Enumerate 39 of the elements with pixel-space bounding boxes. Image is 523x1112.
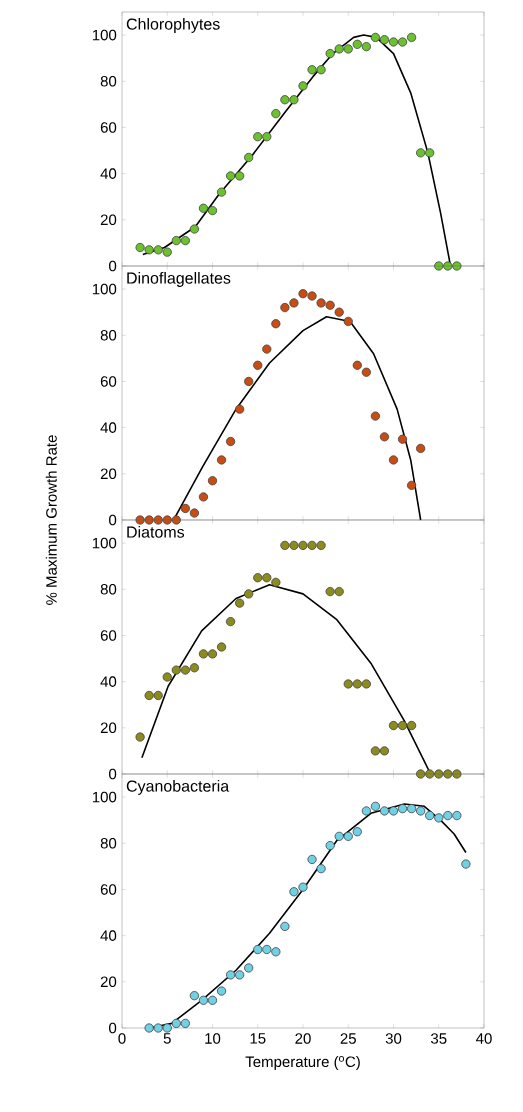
chart-title: Diatoms — [127, 526, 185, 538]
y-tick-label: 60 — [100, 884, 117, 895]
y-tick-label: 20 — [100, 976, 117, 988]
y-tick-label: 20 — [100, 468, 117, 480]
x-tick-label: 25 — [340, 1033, 356, 1044]
y-tick-label: 40 — [100, 930, 117, 941]
y-tick-label: 60 — [100, 376, 117, 387]
x-tick-label: 20 — [295, 1033, 311, 1044]
x-tick-label: 15 — [250, 1033, 266, 1044]
y-tick-label: 20 — [100, 214, 117, 226]
y-tick-label: 80 — [100, 837, 117, 849]
y-tick-label: 40 — [100, 168, 117, 179]
y-tick-label: 80 — [100, 583, 117, 595]
y-axis-title: % Maximum Growth Rate — [45, 435, 57, 605]
x-tick-label: 30 — [385, 1033, 402, 1044]
y-tick-label: 0 — [109, 260, 117, 272]
chart-title: Cyanobacteria — [126, 780, 230, 795]
y-tick-label: 80 — [100, 329, 117, 341]
y-tick-label: 60 — [100, 630, 117, 641]
x-axis-title: Temperature ($^{o}$C) — [245, 1056, 360, 1070]
y-tick-label: 40 — [100, 676, 117, 687]
x-tick-label: 0 — [118, 1033, 126, 1044]
y-tick-label: 0 — [109, 1022, 117, 1034]
y-tick-label: 0 — [109, 514, 117, 526]
y-tick-label: 100 — [92, 29, 117, 41]
y-tick-label: 0 — [109, 768, 117, 780]
y-tick-label: 40 — [100, 422, 117, 433]
x-tick-label: 10 — [205, 1033, 221, 1044]
x-tick-label: 35 — [430, 1033, 447, 1044]
x-tick-label: 40 — [476, 1033, 492, 1044]
chart-title: Chlorophytes — [126, 18, 220, 33]
y-tick-label: 100 — [92, 537, 117, 549]
x-tick-label: 5 — [163, 1033, 171, 1044]
y-tick-label: 80 — [100, 75, 117, 87]
y-tick-label: 100 — [92, 791, 117, 803]
chart-title: Dinoflagellates — [127, 272, 231, 287]
y-tick-label: 20 — [100, 722, 117, 734]
y-tick-label: 100 — [92, 283, 117, 295]
y-tick-label: 60 — [100, 122, 117, 133]
